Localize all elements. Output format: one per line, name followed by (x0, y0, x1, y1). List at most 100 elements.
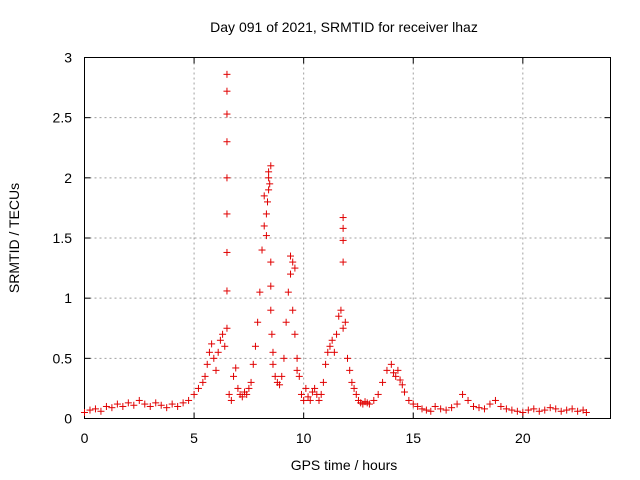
data-point (541, 406, 549, 414)
data-point (582, 408, 590, 416)
grid-layer (84, 57, 611, 419)
data-point (179, 399, 187, 407)
data-point (317, 390, 325, 398)
data-point (370, 396, 378, 404)
data-point (379, 378, 387, 386)
data-point (251, 342, 259, 350)
y-tick-label: 0.5 (53, 350, 73, 366)
data-point (453, 400, 461, 408)
y-tick-label: 1 (64, 290, 72, 306)
data-point (214, 348, 222, 356)
data-point (264, 198, 272, 206)
data-point (448, 404, 456, 412)
data-point (339, 324, 347, 332)
x-tick-label: 20 (515, 430, 531, 446)
data-point (260, 192, 268, 200)
x-axis-label: GPS time / hours (291, 457, 398, 473)
data-point (262, 232, 270, 240)
y-tick-label: 3 (64, 50, 72, 66)
data-point (223, 138, 231, 146)
data-point (247, 378, 255, 386)
data-point (333, 330, 341, 338)
plot-frame (84, 57, 611, 419)
data-point (348, 378, 356, 386)
data-point (339, 214, 347, 222)
data-point (157, 401, 165, 409)
y-tick-label: 1.5 (53, 230, 73, 246)
data-point (267, 306, 275, 314)
data-point (409, 400, 417, 408)
data-point (374, 390, 382, 398)
data-point (256, 288, 264, 296)
data-point (168, 400, 176, 408)
data-point (271, 372, 279, 380)
data-point (308, 388, 316, 396)
data-point (291, 330, 299, 338)
data-point (124, 399, 132, 407)
data-point (97, 407, 105, 415)
data-point (339, 224, 347, 232)
data-point (319, 378, 327, 386)
y-tick-label: 2 (64, 170, 72, 186)
data-point (480, 405, 488, 413)
data-point (339, 236, 347, 244)
data-point (225, 390, 233, 398)
data-point (265, 168, 273, 176)
data-point (210, 354, 218, 362)
data-point (146, 402, 154, 410)
data-point (293, 354, 301, 362)
data-point (223, 210, 231, 218)
data-point (394, 366, 402, 374)
data-point (289, 306, 297, 314)
data-point (508, 406, 516, 414)
data-points (81, 70, 590, 416)
data-point (470, 402, 478, 410)
data-point (546, 404, 554, 412)
data-point (265, 186, 273, 194)
data-point (328, 336, 336, 344)
data-point (163, 404, 171, 412)
x-tick-label: 10 (296, 430, 312, 446)
data-point (81, 408, 88, 416)
y-axis-label: SRMTID / TECUs (6, 183, 22, 293)
data-point (306, 396, 314, 404)
data-point (574, 407, 582, 415)
x-tick-label: 5 (190, 430, 198, 446)
data-point (282, 318, 290, 326)
data-point (387, 360, 395, 368)
data-point (530, 405, 538, 413)
data-point (266, 180, 274, 188)
data-point (442, 406, 450, 414)
data-point (486, 400, 494, 408)
data-point (414, 402, 422, 410)
data-point (223, 287, 231, 295)
data-point (337, 306, 345, 314)
data-point (287, 270, 295, 278)
data-point (201, 372, 209, 380)
data-point (199, 378, 207, 386)
data-point (223, 324, 231, 332)
data-point (91, 405, 99, 413)
data-point (400, 388, 408, 396)
data-point (249, 360, 257, 368)
data-point (422, 406, 430, 414)
data-point (326, 342, 334, 350)
data-point (262, 210, 270, 218)
data-point (459, 390, 467, 398)
data-point (350, 384, 358, 392)
data-point (431, 402, 439, 410)
data-point (190, 390, 198, 398)
data-point (335, 312, 343, 320)
data-point (113, 400, 121, 408)
data-point (344, 354, 351, 362)
data-point (557, 407, 565, 415)
data-point (245, 384, 253, 392)
data-point (365, 400, 373, 408)
data-point (339, 258, 347, 266)
data-point (278, 372, 286, 380)
data-point (223, 110, 231, 118)
data-point (497, 402, 505, 410)
data-point (315, 396, 323, 404)
data-point (552, 405, 560, 413)
